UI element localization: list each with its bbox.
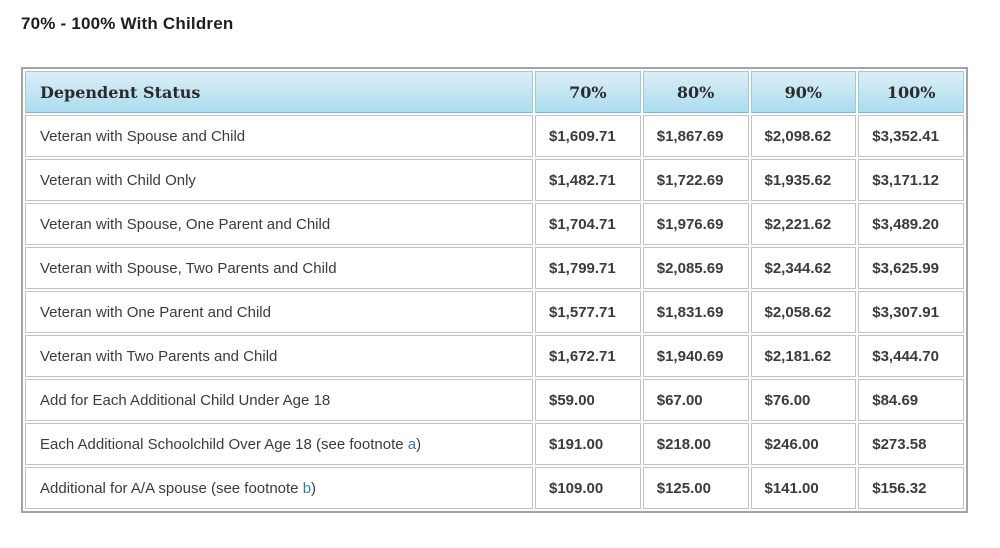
table-row: Add for Each Additional Child Under Age … [25, 379, 964, 421]
column-header-80: 80% [642, 71, 749, 113]
rate-value: $3,489.20 [858, 203, 964, 245]
rate-value: $1,672.71 [535, 335, 641, 377]
rate-value: $2,181.62 [750, 335, 857, 377]
column-header-70: 70% [535, 71, 641, 113]
row-label: Veteran with Spouse and Child [25, 115, 533, 157]
row-label: Veteran with Spouse, Two Parents and Chi… [25, 247, 533, 289]
compensation-rates-table: Dependent Status 70% 80% 90% 100% Veteran wi… [21, 67, 968, 513]
row-label: Veteran with Two Parents and Child [25, 335, 533, 377]
rate-value: $218.00 [642, 423, 749, 465]
rate-value: $3,352.41 [858, 115, 964, 157]
table-body: Veteran with Spouse and Child $1,609.71 $1… [25, 115, 964, 509]
row-label: Veteran with Child Only [25, 159, 533, 201]
rate-value: $2,221.62 [750, 203, 857, 245]
rate-value: $1,867.69 [642, 115, 749, 157]
rate-value: $76.00 [750, 379, 857, 421]
rate-value: $2,085.69 [642, 247, 749, 289]
rate-value: $3,307.91 [858, 291, 964, 333]
page: 70% - 100% With Children Dependent Statu… [21, 14, 968, 513]
rate-value: $59.00 [535, 379, 641, 421]
rate-value: $2,058.62 [750, 291, 857, 333]
rate-value: $1,609.71 [535, 115, 641, 157]
rate-value: $1,722.69 [642, 159, 749, 201]
rate-value: $109.00 [535, 467, 641, 509]
rate-value: $1,799.71 [535, 247, 641, 289]
column-header-100: 100% [858, 71, 964, 113]
page-title: 70% - 100% With Children [21, 14, 234, 33]
table-row: Veteran with Spouse and Child $1,609.71 $1… [25, 115, 964, 157]
rate-value: $1,940.69 [642, 335, 749, 377]
rate-value: $1,935.62 [750, 159, 857, 201]
table-row: Each Additional Schoolchild Over Age 18 … [25, 423, 964, 465]
rate-value: $141.00 [750, 467, 857, 509]
rate-value: $125.00 [642, 467, 749, 509]
rate-value: $3,171.12 [858, 159, 964, 201]
footnote-link-a[interactable]: a [407, 435, 417, 453]
rate-value: $1,482.71 [535, 159, 641, 201]
column-header-dependent-status: Dependent Status [25, 71, 533, 113]
rate-value: $1,831.69 [642, 291, 749, 333]
table-header: Dependent Status 70% 80% 90% 100% [25, 71, 964, 113]
header-row: Dependent Status 70% 80% 90% 100% [25, 71, 964, 113]
rate-value: $1,976.69 [642, 203, 749, 245]
row-label: Additional for A/A spouse (see footnote … [25, 467, 533, 509]
table-row: Additional for A/A spouse (see footnote … [25, 467, 964, 509]
footnote-link-b[interactable]: b [302, 479, 312, 497]
row-label: Veteran with One Parent and Child [25, 291, 533, 333]
table-row: Veteran with Spouse, Two Parents and Chi… [25, 247, 964, 289]
rate-value: $273.58 [858, 423, 964, 465]
rate-value: $3,625.99 [858, 247, 964, 289]
rate-value: $84.69 [858, 379, 964, 421]
rate-value: $1,704.71 [535, 203, 641, 245]
rate-value: $156.32 [858, 467, 964, 509]
rate-value: $3,444.70 [858, 335, 964, 377]
rate-value: $191.00 [535, 423, 641, 465]
row-label: Add for Each Additional Child Under Age … [25, 379, 533, 421]
row-label: Veteran with Spouse, One Parent and Chil… [25, 203, 533, 245]
table-row: Veteran with Two Parents and Child $1,672… [25, 335, 964, 377]
column-header-90: 90% [750, 71, 857, 113]
table-row: Veteran with Spouse, One Parent and Chil… [25, 203, 964, 245]
table-row: Veteran with Child Only $1,482.71 $1,722.6… [25, 159, 964, 201]
rate-value: $1,577.71 [535, 291, 641, 333]
rate-value: $2,098.62 [750, 115, 857, 157]
table-row: Veteran with One Parent and Child $1,577.… [25, 291, 964, 333]
rate-value: $2,344.62 [750, 247, 857, 289]
row-label: Each Additional Schoolchild Over Age 18 … [25, 423, 533, 465]
rate-value: $246.00 [750, 423, 857, 465]
rate-value: $67.00 [642, 379, 749, 421]
